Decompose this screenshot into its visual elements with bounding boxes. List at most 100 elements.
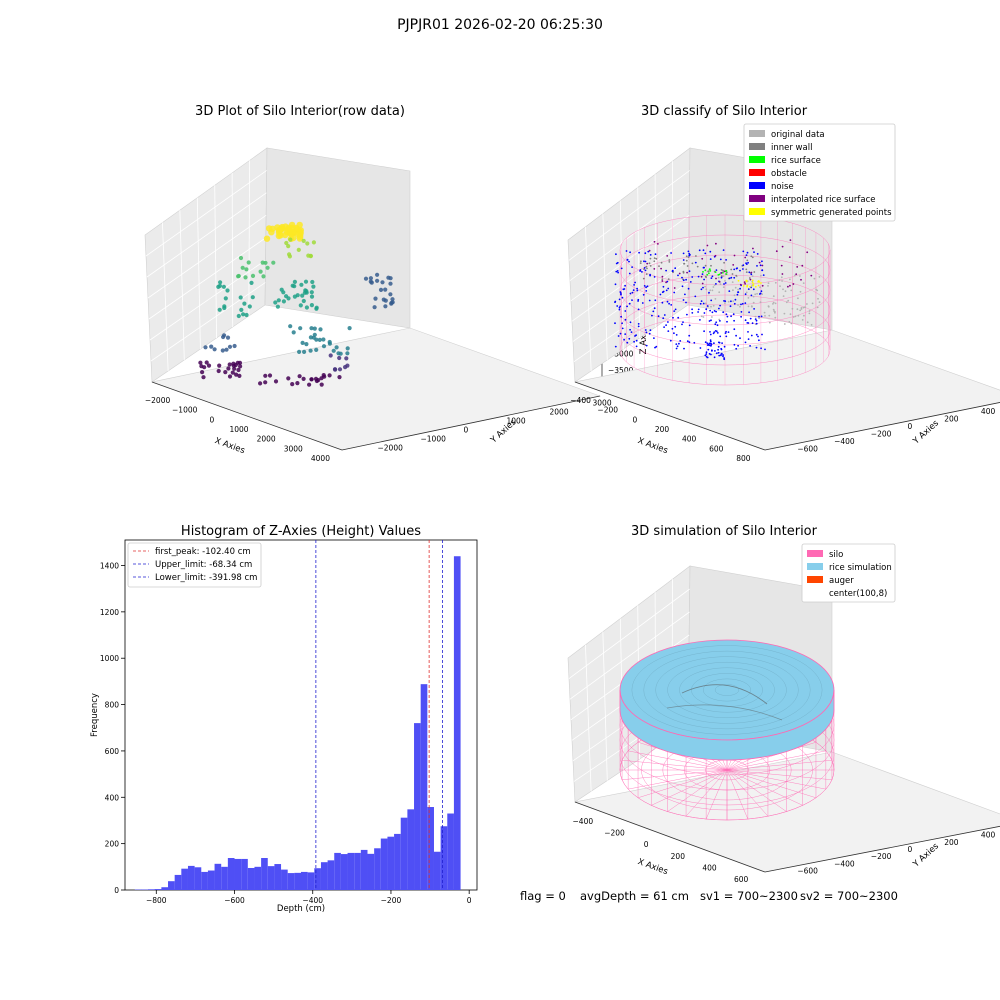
cls-point [757, 335, 759, 338]
raw-data-point [250, 295, 255, 300]
raw-data-point [388, 292, 393, 297]
cls-point [691, 276, 694, 278]
cls-point [745, 263, 748, 265]
cls-point [755, 346, 758, 349]
cls-point [644, 269, 647, 272]
cls-point [704, 285, 706, 288]
cls-legend-swatch [749, 195, 765, 202]
cls-point [790, 322, 793, 325]
cls-point [717, 276, 720, 279]
raw-data-point [296, 221, 303, 229]
raw-data-point [337, 355, 342, 361]
raw-x-tick-label: 4000 [311, 454, 330, 463]
raw-data-point [265, 265, 270, 270]
hist-legend-label: first_peak: -102.40 cm [155, 547, 251, 557]
cls-point [713, 342, 715, 345]
cls-point [745, 254, 748, 256]
cls-point [730, 276, 733, 279]
cls-point [681, 276, 683, 279]
cls-point [745, 271, 748, 273]
cls-point [663, 326, 665, 328]
cls-point [701, 257, 704, 260]
hist-bar [274, 864, 282, 890]
cls-point [704, 269, 707, 272]
cls-point [685, 278, 687, 281]
hist-bar [347, 852, 355, 890]
raw-data-point [298, 303, 303, 308]
hist-bar [187, 865, 195, 890]
raw-data-point [263, 380, 268, 385]
cls-point [712, 304, 715, 307]
hist-bar [148, 889, 155, 890]
cls-point [700, 300, 703, 302]
hist-bar [340, 854, 348, 890]
cls-point [688, 270, 691, 273]
raw-data-point [212, 347, 217, 352]
cls-point [667, 321, 669, 323]
cls-point [732, 289, 734, 292]
cls-point [723, 270, 726, 273]
cls-legend-swatch [749, 156, 765, 163]
raw-data-point [338, 351, 343, 356]
raw-data-point [226, 366, 231, 371]
sim-floor-spoke [651, 769, 728, 806]
hist-y-tick-label: 800 [105, 701, 120, 710]
cls-x-tick-label: 800 [736, 454, 751, 463]
cls-point [648, 249, 651, 252]
sim-surface-mesh [714, 684, 740, 696]
cls-point [685, 259, 688, 262]
sim-x-tick-label: 400 [702, 864, 717, 873]
cls-point [730, 300, 732, 303]
cls-point [759, 301, 762, 304]
cls-point [645, 290, 648, 292]
cls-point [788, 321, 791, 323]
cls-point [737, 344, 739, 347]
cls-point [737, 304, 739, 306]
cls-point [630, 331, 633, 333]
cls-point [697, 275, 700, 278]
cls-point [747, 331, 749, 333]
classify-3d-plot: −400 −200 0 200 400 600 800 −600 −400 −200 0 200 400… [567, 123, 1000, 463]
cls-point [732, 264, 735, 266]
cls-y-tick-label: −400 [834, 437, 855, 446]
raw-data-point [217, 363, 222, 368]
cls-grid-line [637, 187, 640, 339]
cls-point [707, 348, 710, 351]
cls-grid-line [572, 259, 689, 342]
cls-point [621, 327, 624, 330]
cls-y-tick-label: 400 [981, 407, 996, 416]
cls-point [645, 286, 647, 289]
cls-point [709, 331, 711, 333]
cls-point [716, 332, 719, 334]
raw-data-point [363, 276, 369, 281]
cls-point [615, 262, 618, 265]
cls-point [726, 320, 728, 323]
cls-point [645, 265, 648, 268]
cls-point [756, 265, 758, 267]
cls-point [620, 315, 622, 318]
cls-point [717, 274, 720, 276]
raw-data-point [249, 280, 254, 285]
cls-point [708, 272, 710, 275]
cls-point [724, 300, 727, 303]
cls-point [749, 345, 751, 347]
cls-point [620, 292, 622, 294]
raw-x-tick-label: 0 [209, 415, 214, 424]
cls-point [739, 305, 741, 308]
cls-point [732, 313, 735, 316]
cls-point [705, 351, 708, 354]
cls-point [742, 268, 744, 270]
raw-y-axis-label: Y Axies [488, 417, 519, 446]
cls-x-tick-label: 200 [655, 425, 670, 434]
sim-x-tick-label: −200 [604, 829, 625, 838]
hist-y-tick-label: 400 [105, 793, 120, 802]
cls-legend-label: noise [771, 182, 794, 192]
cls-point [722, 271, 724, 274]
raw-data-point [216, 368, 221, 374]
cls-point [700, 275, 703, 278]
sim-y-tick-label: −400 [834, 859, 855, 868]
cls-point [699, 347, 702, 349]
cls-point [755, 322, 758, 325]
cls-point [757, 280, 760, 282]
cls-point [662, 285, 665, 288]
